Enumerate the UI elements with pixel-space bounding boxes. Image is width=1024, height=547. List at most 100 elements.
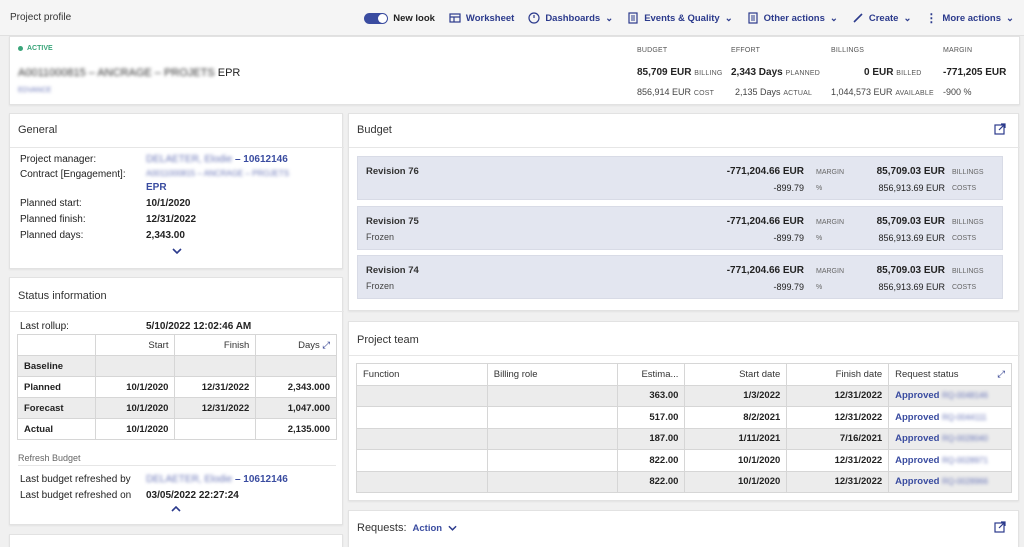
client-link[interactable]: EDVANCE	[18, 87, 52, 94]
expand-chevron-down-icon[interactable]	[172, 248, 182, 254]
status-col-days: Days ⤢	[255, 334, 337, 356]
row-label: Baseline	[17, 355, 96, 377]
status-col-start: Start	[94, 334, 176, 356]
pencil-icon	[853, 13, 863, 23]
toolbar: New look Worksheet Dashboards ⌄ Events &…	[364, 0, 1014, 36]
dashboards-label: Dashboards	[545, 12, 601, 24]
table-row[interactable]: 517.00 8/2/2021 12/31/2022 Approved RQ-0…	[356, 406, 1012, 429]
row-days: 2,343.000	[255, 376, 337, 398]
other-actions-menu[interactable]: Other actions ⌄	[747, 12, 838, 24]
chevron-down-icon[interactable]	[448, 525, 457, 531]
revision-billings: 85,709.03 EUR	[876, 265, 945, 276]
collapse-chevron-up-icon[interactable]	[171, 506, 181, 512]
row-start: 10/1/2020	[94, 376, 176, 398]
events-quality-menu[interactable]: Events & Quality ⌄	[627, 12, 733, 24]
status-col-days-label: Days	[298, 339, 320, 351]
expand-arrows-icon[interactable]: ⤢	[322, 339, 330, 351]
team-col-estimate[interactable]: Estima...	[617, 363, 686, 386]
revision-billings-label: BILLINGS	[952, 268, 984, 275]
revision-billings: 85,709.03 EUR	[876, 216, 945, 227]
margin-percent: -900 %	[943, 87, 972, 97]
team-estimate: 517.00	[617, 406, 686, 429]
request-id: RQ-0028971	[942, 455, 988, 465]
open-external-icon[interactable]	[994, 521, 1006, 533]
row-label: Forecast	[17, 397, 96, 419]
row-start: 10/1/2020	[94, 397, 176, 419]
team-col-request-status[interactable]: Request status ⤢	[888, 363, 1012, 386]
billings-available-value: 1,044,573 EUR	[831, 87, 893, 97]
page-title: Project profile	[10, 12, 72, 23]
margin-kpi-label: MARGIN	[943, 47, 973, 54]
team-function	[356, 427, 488, 450]
last-refreshed-on-value: 03/05/2022 22:27:24	[146, 490, 239, 501]
team-function	[356, 449, 488, 472]
revision-margin-pct: -899.79	[773, 233, 804, 243]
team-col-start-date[interactable]: Start date	[684, 363, 788, 386]
table-row[interactable]: 363.00 1/3/2022 12/31/2022 Approved RQ-0…	[356, 384, 1012, 407]
expand-arrows-icon[interactable]: ⤢	[997, 368, 1005, 380]
table-row[interactable]: 822.00 10/1/2020 12/31/2022 Approved RQ-…	[356, 470, 1012, 493]
project-header-card: ACTIVE A0011000815 – ANCRAGE – PROJETS E…	[9, 36, 1020, 105]
team-role	[486, 449, 619, 472]
revision-billings: 85,709.03 EUR	[876, 166, 945, 177]
margin-value: -771,205 EUR	[943, 67, 1007, 78]
chevron-down-icon: ⌄	[829, 12, 838, 24]
dashboard-gauge-icon	[528, 12, 540, 24]
contract-link[interactable]: A0011000815 – ANCRAGE – PROJETS	[146, 169, 290, 178]
team-start: 1/3/2022	[684, 384, 788, 407]
open-external-icon[interactable]	[994, 123, 1006, 135]
billings-billed-unit: BILLED	[896, 70, 922, 77]
team-role	[486, 406, 619, 429]
requests-action-menu[interactable]: Action	[412, 522, 443, 534]
status-table: Start Finish Days ⤢ Baseline Planned 10/…	[17, 334, 337, 440]
more-actions-menu[interactable]: ⋮ More actions ⌄	[925, 11, 1014, 25]
create-menu[interactable]: Create ⌄	[852, 12, 911, 24]
budget-revision-item[interactable]: Revision 74 Frozen -771,204.66 EUR MARGI…	[357, 255, 1003, 299]
toggle-switch-icon[interactable]	[364, 12, 389, 24]
team-request-status[interactable]: Approved RQ-0028971	[888, 449, 1012, 472]
effort-actual-value: 2,135 Days	[735, 87, 781, 97]
last-rollup-label: Last rollup:	[20, 321, 69, 332]
budget-cost-value: 856,914 EUR	[637, 87, 692, 97]
revision-name: Revision 76	[366, 166, 419, 177]
team-col-function[interactable]: Function	[356, 363, 488, 386]
revision-margin: -771,204.66 EUR	[726, 216, 804, 227]
team-request-status[interactable]: Approved RQ-0028040	[888, 427, 1012, 450]
general-card: General Project manager: DELAETER, Elodi…	[9, 113, 344, 269]
request-status-value: Approved	[895, 390, 940, 402]
team-request-status[interactable]: Approved RQ-0048146	[888, 384, 1012, 407]
team-col-billing-role[interactable]: Billing role	[486, 363, 619, 386]
team-request-status[interactable]: Approved RQ-0028966	[888, 470, 1012, 493]
revision-name: Revision 75	[366, 216, 419, 227]
revision-costs: 856,913.69 EUR	[878, 183, 945, 193]
row-days: 1,047.000	[255, 397, 337, 419]
table-row[interactable]: 822.00 10/1/2020 12/31/2022 Approved RQ-…	[356, 449, 1012, 472]
planned-finish-value: 12/31/2022	[146, 214, 197, 225]
new-look-toggle[interactable]: New look	[364, 12, 435, 24]
team-request-status[interactable]: Approved RQ-0044111	[888, 406, 1012, 429]
contract-label: Contract [Engagement]:	[20, 169, 126, 180]
team-function	[356, 406, 488, 429]
dashboards-menu[interactable]: Dashboards ⌄	[528, 12, 613, 24]
revision-costs-label: COSTS	[952, 284, 977, 291]
request-id: RQ-0048146	[942, 391, 988, 401]
project-manager-link[interactable]: DELAETER, Elodie – 10612146	[146, 154, 288, 165]
budget-revision-item[interactable]: Revision 76 -771,204.66 EUR MARGIN -899.…	[357, 156, 1003, 200]
row-finish	[174, 355, 257, 377]
revision-margin-label: MARGIN	[816, 219, 844, 226]
contract-suffix[interactable]: EPR	[146, 182, 167, 193]
budget-revision-item[interactable]: Revision 75 Frozen -771,204.66 EUR MARGI…	[357, 206, 1003, 250]
last-refreshed-by-link[interactable]: DELAETER, Elodie – 10612146	[146, 474, 288, 485]
chevron-down-icon: ⌄	[605, 12, 614, 24]
table-row: Forecast 10/1/2020 12/31/2022 1,047.000	[17, 397, 337, 419]
budget-billing-value: 85,709 EUR	[637, 67, 692, 78]
budget-cost-unit: COST	[693, 90, 715, 97]
revision-costs: 856,913.69 EUR	[878, 233, 945, 243]
planned-days-label: Planned days:	[20, 230, 84, 241]
team-col-finish-date[interactable]: Finish date	[786, 363, 890, 386]
status-badge: ACTIVE	[27, 45, 53, 52]
worksheet-button[interactable]: Worksheet	[449, 12, 514, 24]
more-actions-label: More actions	[942, 12, 1002, 24]
table-row[interactable]: 187.00 1/11/2021 7/16/2021 Approved RQ-0…	[356, 427, 1012, 450]
row-finish	[174, 418, 257, 440]
